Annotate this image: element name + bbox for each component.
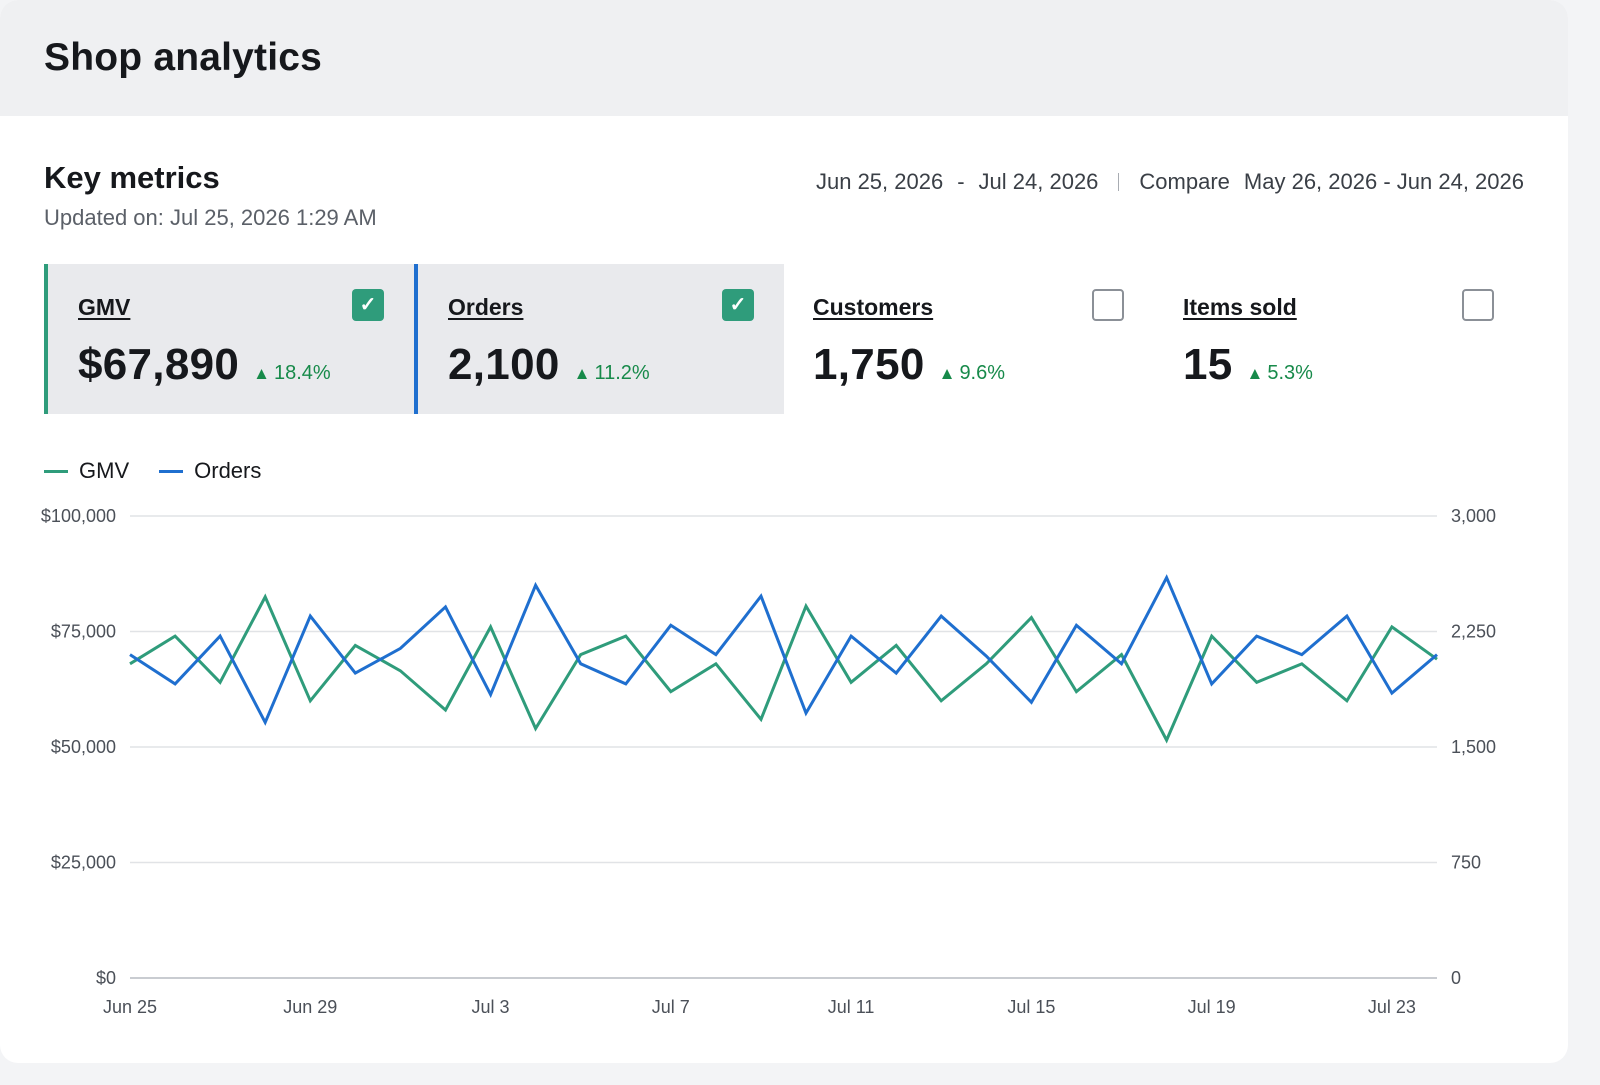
y-left-tick-label: $100,000	[41, 506, 116, 526]
legend-swatch	[44, 469, 68, 473]
legend-label: Orders	[194, 458, 262, 483]
y-right-tick-label: 2,250	[1451, 622, 1496, 642]
legend-item-orders[interactable]: Orders	[159, 458, 261, 484]
series-line-gmv	[129, 593, 1438, 744]
checkmark-icon: ✓	[359, 294, 377, 316]
metric-checkbox[interactable]	[1462, 289, 1494, 321]
metric-value-row: 15 ▲ 5.3%	[1183, 340, 1313, 390]
metric-value: 2,100	[448, 340, 560, 389]
header-bar: Shop analytics	[0, 0, 1568, 116]
x-tick-label: Jul 15	[1007, 997, 1055, 1017]
page-title: Shop analytics	[44, 36, 323, 79]
date-range-picker[interactable]: Jun 25, 2026 - Jul 24, 2026 Compare May …	[816, 169, 1524, 195]
chart-legend: GMV Orders	[44, 458, 291, 484]
metric-value: 1,750	[813, 340, 925, 389]
series-line-orders	[129, 574, 1438, 726]
metric-value-row: $67,890 ▲ 18.4%	[78, 340, 331, 390]
triangle-up-icon: ▲	[573, 364, 591, 383]
metric-value: 15	[1183, 340, 1233, 389]
y-left-tick-label: $75,000	[51, 622, 116, 642]
x-tick-label: Jul 23	[1368, 997, 1416, 1017]
updated-timestamp: Updated on: Jul 25, 2026 1:29 AM	[44, 205, 377, 230]
section-title: Key metrics	[44, 160, 220, 195]
x-tick-label: Jun 29	[283, 997, 337, 1017]
metric-card-items-sold[interactable]: Items sold 15 ▲ 5.3%	[1154, 264, 1524, 414]
compare-label: Compare	[1139, 169, 1230, 194]
y-right-tick-label: 750	[1451, 853, 1481, 873]
metric-label[interactable]: Customers	[813, 294, 934, 320]
metric-delta: ▲ 9.6%	[939, 362, 1005, 385]
triangle-up-icon: ▲	[253, 364, 270, 383]
metric-value-row: 1,750 ▲ 9.6%	[813, 340, 1005, 390]
y-right-tick-label: 1,500	[1451, 737, 1496, 757]
metric-card-orders[interactable]: Orders ✓ 2,100 ▲ 11.2%	[414, 264, 784, 414]
metric-delta-value: 9.6%	[959, 362, 1006, 384]
x-tick-label: Jul 7	[652, 997, 690, 1017]
legend-label: GMV	[79, 458, 130, 483]
metric-accent-bar	[44, 264, 48, 414]
metric-delta-value: 5.3%	[1267, 362, 1313, 384]
metric-accent-bar	[414, 264, 418, 414]
metric-checkbox[interactable]: ✓	[352, 289, 384, 321]
x-tick-label: Jul 3	[472, 997, 510, 1017]
metric-delta-value: 11.2%	[594, 362, 650, 384]
checkmark-icon: ✓	[729, 294, 747, 316]
x-tick-label: Jul 11	[828, 997, 875, 1017]
metric-delta: ▲ 11.2%	[574, 362, 650, 385]
triangle-up-icon: ▲	[1246, 364, 1264, 383]
date-range-dash: -	[957, 169, 965, 194]
date-range-divider	[1118, 173, 1120, 191]
metric-label[interactable]: GMV	[78, 294, 131, 320]
metric-value: $67,890	[78, 340, 240, 389]
legend-swatch	[159, 469, 184, 473]
metric-delta: ▲ 18.4%	[253, 362, 331, 385]
line-chart: $0 0 $25,000 750 $50,000 1,500 $75,000 2,250 $10…	[41, 506, 1496, 1017]
y-right-tick-label: 0	[1451, 968, 1461, 988]
metric-delta: ▲ 5.3%	[1247, 362, 1313, 385]
y-left-tick-label: $25,000	[51, 853, 116, 873]
metric-delta-value: 18.4%	[273, 362, 331, 384]
metric-label[interactable]: Items sold	[1183, 294, 1297, 320]
analytics-card: Shop analytics Key metrics Updated on: J…	[0, 0, 1568, 1063]
metric-card-gmv[interactable]: GMV ✓ $67,890 ▲ 18.4%	[44, 264, 414, 414]
metric-checkbox[interactable]	[1092, 289, 1124, 321]
x-tick-label: Jun 25	[103, 997, 157, 1017]
y-right-tick-label: 3,000	[1451, 506, 1496, 526]
metric-label[interactable]: Orders	[448, 294, 524, 320]
triangle-up-icon: ▲	[938, 364, 956, 383]
date-range-end[interactable]: Jul 24, 2026	[978, 169, 1099, 194]
y-left-tick-label: $50,000	[51, 737, 116, 757]
metric-value-row: 2,100 ▲ 11.2%	[448, 340, 650, 390]
date-range-start[interactable]: Jun 25, 2026	[815, 169, 944, 194]
compare-range[interactable]: May 26, 2026 - Jun 24, 2026	[1243, 169, 1524, 194]
x-tick-label: Jul 19	[1188, 997, 1236, 1017]
y-left-tick-label: $0	[96, 968, 116, 988]
metric-checkbox[interactable]: ✓	[722, 289, 754, 321]
legend-item-gmv[interactable]: GMV	[44, 458, 129, 484]
metric-card-customers[interactable]: Customers 1,750 ▲ 9.6%	[784, 264, 1154, 414]
